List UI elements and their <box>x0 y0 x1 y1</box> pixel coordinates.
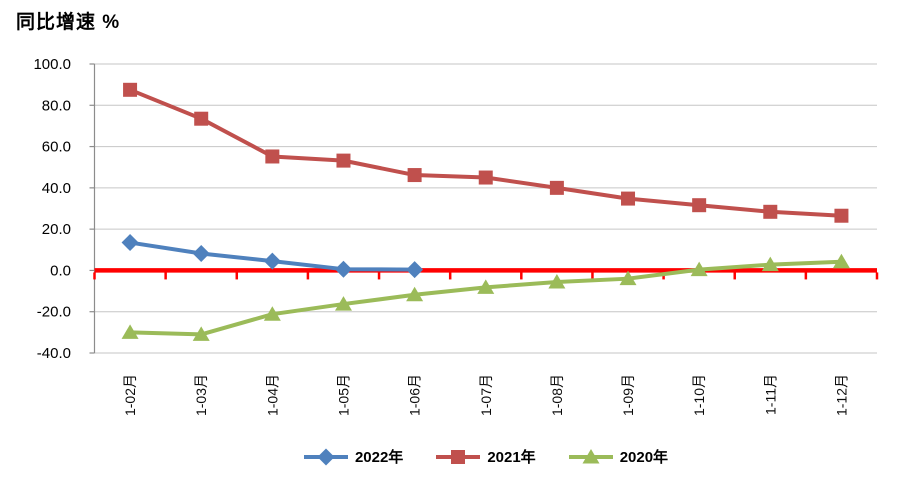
triangle-marker-icon <box>568 448 613 463</box>
square-marker-icon <box>436 449 481 464</box>
svg-text:-40.0: -40.0 <box>37 345 71 362</box>
svg-text:-20.0: -20.0 <box>37 304 71 321</box>
legend-label-2020: 2020年 <box>619 449 669 466</box>
legend-item-2022: 2022年 <box>303 446 403 467</box>
legend-item-2021: 2021年 <box>435 446 536 467</box>
svg-text:1-12月: 1-12月 <box>833 374 849 416</box>
svg-text:20.0: 20.0 <box>42 221 71 238</box>
svg-text:1-02月: 1-02月 <box>122 374 138 416</box>
svg-text:1-09月: 1-09月 <box>620 374 636 416</box>
legend-item-2020: 2020年 <box>568 446 668 467</box>
svg-text:100.0: 100.0 <box>33 56 71 73</box>
diamond-marker-icon <box>303 448 348 465</box>
svg-text:1-05月: 1-05月 <box>335 374 351 416</box>
svg-text:1-10月: 1-10月 <box>691 374 707 416</box>
svg-text:1-03月: 1-03月 <box>193 374 209 416</box>
svg-text:0.0: 0.0 <box>50 262 71 279</box>
legend: 2022年 2021年 2020年 <box>94 446 877 467</box>
svg-text:80.0: 80.0 <box>42 97 71 114</box>
svg-text:1-04月: 1-04月 <box>264 374 280 416</box>
svg-text:1-06月: 1-06月 <box>407 374 423 416</box>
svg-text:60.0: 60.0 <box>42 139 71 156</box>
svg-text:1-07月: 1-07月 <box>478 374 494 416</box>
chart-title: 同比增速 % <box>16 12 121 33</box>
svg-text:1-08月: 1-08月 <box>549 374 565 416</box>
legend-label-2022: 2022年 <box>354 449 404 466</box>
svg-text:1-11月: 1-11月 <box>762 374 778 415</box>
plot-area: 100.0 80.0 60.0 40.0 20.0 0.0 -20.0 -40.0 1-02月 1… <box>33 56 879 416</box>
svg-text:40.0: 40.0 <box>42 180 71 197</box>
legend-label-2021: 2021年 <box>487 449 536 466</box>
